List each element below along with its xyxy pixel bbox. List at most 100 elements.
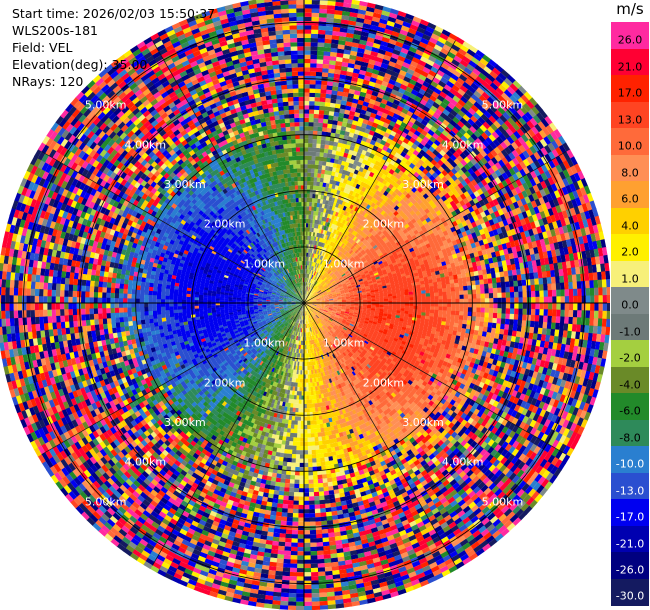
velocity-gate xyxy=(364,45,374,52)
velocity-gate xyxy=(329,179,334,185)
velocity-gate xyxy=(564,289,570,297)
velocity-gate xyxy=(589,280,594,289)
velocity-gate xyxy=(304,130,309,135)
velocity-gate xyxy=(484,283,489,290)
velocity-gate xyxy=(304,117,310,123)
velocity-gate xyxy=(307,282,310,287)
velocity-gate xyxy=(349,84,357,91)
velocity-gate xyxy=(349,110,356,117)
velocity-gate xyxy=(351,120,359,126)
velocity-gate xyxy=(585,317,590,327)
velocity-gate xyxy=(312,266,315,271)
velocity-gate xyxy=(350,50,358,57)
velocity-gate xyxy=(325,30,334,36)
velocity-gate xyxy=(556,309,561,318)
velocity-gate xyxy=(534,278,539,286)
velocity-gate xyxy=(316,139,322,144)
velocity-gate xyxy=(542,277,548,285)
velocity-gate xyxy=(359,0,369,7)
velocity-gate xyxy=(315,71,323,77)
velocity-gate xyxy=(333,141,339,147)
velocity-gate xyxy=(307,235,310,241)
velocity-gate xyxy=(359,91,367,98)
velocity-gate xyxy=(538,315,544,323)
velocity-gate xyxy=(359,69,367,76)
velocity-gate xyxy=(312,270,315,275)
velocity-gate xyxy=(312,253,315,258)
velocity-gate xyxy=(588,325,594,335)
velocity-gate xyxy=(521,320,527,327)
velocity-gate xyxy=(327,123,333,129)
velocity-gate xyxy=(326,127,333,133)
velocity-gate xyxy=(509,319,514,326)
velocity-gate xyxy=(323,51,332,57)
velocity-gate xyxy=(344,161,350,167)
velocity-gate xyxy=(413,297,418,301)
velocity-gate xyxy=(563,323,569,332)
velocity-gate xyxy=(306,193,310,198)
velocity-gate xyxy=(319,97,327,103)
velocity-gate xyxy=(307,273,309,279)
velocity-gate xyxy=(576,317,582,326)
velocity-gate xyxy=(322,127,328,132)
velocity-gate xyxy=(337,159,343,165)
velocity-gate xyxy=(542,321,548,330)
velocity-gate xyxy=(488,317,493,324)
velocity-gate xyxy=(306,214,309,219)
velocity-gate xyxy=(467,289,473,295)
velocity-gate xyxy=(309,265,311,270)
velocity-gate xyxy=(538,277,544,286)
velocity-gate xyxy=(552,303,557,311)
velocity-gate xyxy=(339,31,348,38)
velocity-gate xyxy=(318,237,322,243)
velocity-gate xyxy=(551,283,557,291)
velocity-gates xyxy=(0,0,610,610)
velocity-gate xyxy=(509,313,515,321)
velocity-gate xyxy=(319,0,329,6)
velocity-gate xyxy=(517,314,523,321)
velocity-gate xyxy=(316,55,325,60)
velocity-gate xyxy=(365,10,375,17)
velocity-gate xyxy=(305,277,307,283)
velocity-gate xyxy=(321,80,328,86)
velocity-gate xyxy=(581,295,586,304)
velocity-gate xyxy=(325,161,331,167)
velocity-gate xyxy=(388,298,393,301)
velocity-gate xyxy=(429,292,435,297)
velocity-gate xyxy=(363,75,372,82)
velocity-gate xyxy=(463,303,469,308)
velocity-gate xyxy=(371,46,380,53)
velocity-gate xyxy=(340,126,347,132)
velocity-gate xyxy=(381,36,391,44)
velocity-gate xyxy=(327,0,337,6)
velocity-gate xyxy=(304,33,312,38)
velocity-gate xyxy=(505,286,510,293)
velocity-gate xyxy=(314,219,318,225)
velocity-gate xyxy=(304,113,310,118)
velocity-gate xyxy=(581,288,586,297)
velocity-gate xyxy=(425,296,431,301)
velocity-gate xyxy=(304,50,312,55)
velocity-gate xyxy=(546,270,551,279)
velocity-gate xyxy=(318,21,327,27)
velocity-gate xyxy=(304,294,306,299)
velocity-gate xyxy=(308,206,312,211)
velocity-gate xyxy=(372,42,382,49)
velocity-gate xyxy=(534,315,540,323)
velocity-gate xyxy=(484,288,489,294)
velocity-gate xyxy=(305,282,307,287)
velocity-gate xyxy=(304,54,312,59)
velocity-gate xyxy=(304,168,308,173)
velocity-gate xyxy=(483,317,489,323)
velocity-gate xyxy=(318,17,328,22)
velocity-gate xyxy=(317,194,322,200)
velocity-gate xyxy=(315,245,318,250)
velocity-gate xyxy=(572,317,578,326)
velocity-gate xyxy=(547,315,552,324)
velocity-gate xyxy=(329,60,337,66)
velocity-gate xyxy=(304,143,309,148)
velocity-gate xyxy=(354,111,361,118)
velocity-gate xyxy=(318,186,323,191)
velocity-gate xyxy=(547,283,552,291)
velocity-gate xyxy=(320,247,324,252)
